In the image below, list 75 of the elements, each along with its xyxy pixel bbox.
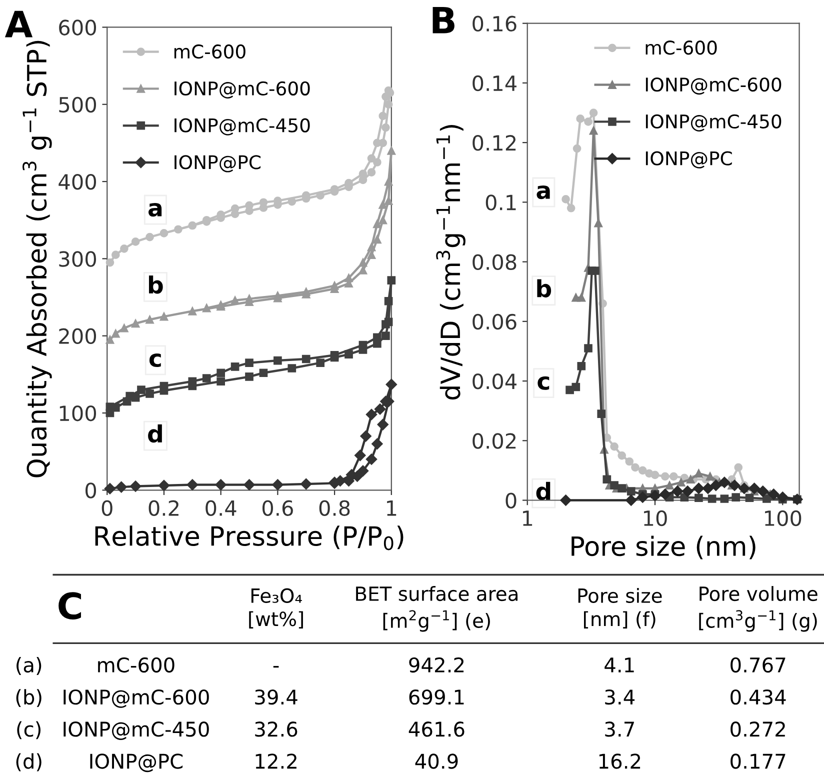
text: Pore size [nm] (f): [578, 588, 662, 629]
y-tick-label: 0.04: [472, 373, 516, 390]
y-tick-label: 0.06: [472, 314, 516, 330]
y-axis-title: dV/dD (cm$^{3}$g$^{−1}$nm$^{−1}$): [436, 124, 466, 400]
text: (c): [17, 721, 40, 740]
text: mC-600: [98, 657, 174, 673]
text: 0.272: [730, 722, 785, 737]
legend-label: mC-600: [174, 44, 246, 59]
y-tick-label: 0.16: [472, 16, 516, 32]
text: 0.434: [730, 689, 786, 705]
y-axis-title: Quantity Absorbed (cm$^{3}$ g$^{−1}$ STP): [22, 40, 52, 478]
text: 0.767: [730, 657, 786, 673]
x-tick-label: 0: [102, 500, 112, 516]
text: (a): [16, 657, 42, 675]
y-tick-label: 300: [59, 251, 96, 267]
y-tick-label: 0.02: [472, 433, 516, 449]
legend-label: mC-600: [646, 40, 717, 55]
x-tick-label: 0.6: [262, 500, 293, 516]
legend-label: IONP@mC-450: [174, 118, 310, 136]
x-tick-label: 0.4: [206, 500, 236, 516]
text: 12.2: [256, 754, 296, 769]
y-tick-label: 500: [59, 96, 96, 113]
annotation: c: [538, 376, 550, 390]
legend-label: IONP@mC-450: [646, 114, 782, 132]
legend-label: IONP@mC-600: [174, 81, 310, 99]
text: 699.1: [409, 689, 464, 705]
text: IONP@mC-600: [64, 689, 209, 708]
text: (b): [16, 689, 42, 708]
text: Pore volume [cm$^{3}$g$^{−1}$] (g): [699, 586, 818, 632]
x-tick-label: 1: [523, 510, 532, 526]
y-tick-label: 0: [86, 482, 96, 498]
text: 942.2: [409, 657, 464, 673]
annotation: b: [537, 279, 552, 298]
annotation: c: [149, 354, 161, 368]
text: 39.4: [255, 689, 298, 705]
text: IONP@mC-450: [64, 722, 209, 740]
chart-title: A: [4, 10, 33, 38]
annotation: a: [536, 186, 550, 200]
x-tick-label: 1: [387, 500, 396, 516]
annotation: d: [536, 482, 550, 500]
text: 461.6: [408, 722, 464, 737]
text: C: [58, 592, 81, 620]
x-axis-title: Pore size (nm): [572, 536, 756, 560]
legend-label: IONP@mC-600: [646, 77, 782, 95]
y-tick-label: 400: [58, 174, 96, 190]
annotation: d: [148, 424, 162, 443]
y-tick-label: 600: [59, 20, 96, 36]
y-tick-label: 200: [59, 328, 96, 344]
text: 3.4: [605, 689, 635, 705]
y-tick-label: 0.08: [472, 254, 516, 270]
y-tick-label: 0.14: [472, 75, 516, 92]
text: -: [273, 666, 279, 668]
x-tick-label: 0.2: [148, 500, 178, 516]
annotation: a: [148, 203, 162, 217]
annotation: b: [148, 275, 163, 294]
chart-title: B: [432, 6, 454, 34]
text: 16.2: [599, 754, 640, 769]
text: IONP@PC: [90, 754, 183, 772]
x-tick-label: 10: [644, 510, 667, 526]
x-axis-title: Relative Pressure (P/P$_{0}$): [95, 526, 404, 550]
legend-label: IONP@PC: [646, 151, 732, 168]
text: BET surface area [m$^{2}$g$^{−1}$] (e): [356, 586, 518, 632]
text: (d): [16, 753, 42, 772]
text: 32.6: [255, 722, 298, 737]
y-tick-label: 0.12: [472, 135, 516, 151]
text: Fe₃O₄ [wt%]: [249, 588, 303, 629]
y-tick-label: 0.1: [486, 194, 516, 210]
text: 3.7: [605, 722, 634, 737]
x-tick-label: 100: [765, 510, 802, 526]
text: 4.1: [604, 658, 634, 672]
text: 40.9: [415, 754, 458, 769]
text: 0.177: [730, 754, 786, 769]
x-tick-label: 0.8: [319, 500, 350, 516]
legend-label: IONP@PC: [174, 155, 260, 172]
y-tick-label: 100: [60, 405, 96, 422]
